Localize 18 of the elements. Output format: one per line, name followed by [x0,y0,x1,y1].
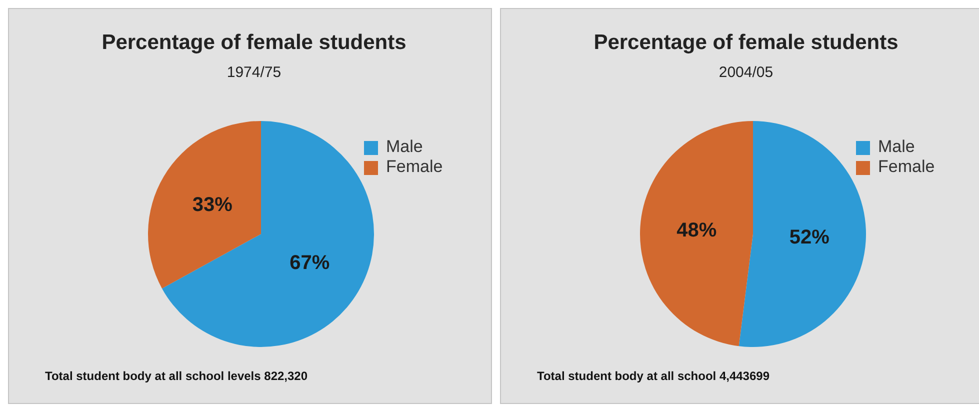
data-label: 67% [290,252,330,274]
data-label: 52% [789,226,830,249]
legend-label: Female [878,157,935,176]
chart-title: Percentage of female students [100,31,408,55]
chart-subtitle: 2004/05 [718,64,774,81]
pie-slice [162,121,374,347]
legend-label: Female [386,157,443,176]
chart-subtitle: 1974/75 [226,64,282,81]
data-label: 48% [676,219,717,242]
text: Total student body at all school 4,443699 [537,369,770,383]
pie-slice [738,121,866,347]
pie-slice [148,121,261,288]
legend-label: Male [386,137,423,156]
text: Total student body at all school levels 822,320 [45,369,308,383]
data-label: 33% [192,194,233,216]
chart-title: Percentage of female students [592,31,900,55]
legend-label: Male [878,137,915,156]
pie-slice [640,121,753,346]
